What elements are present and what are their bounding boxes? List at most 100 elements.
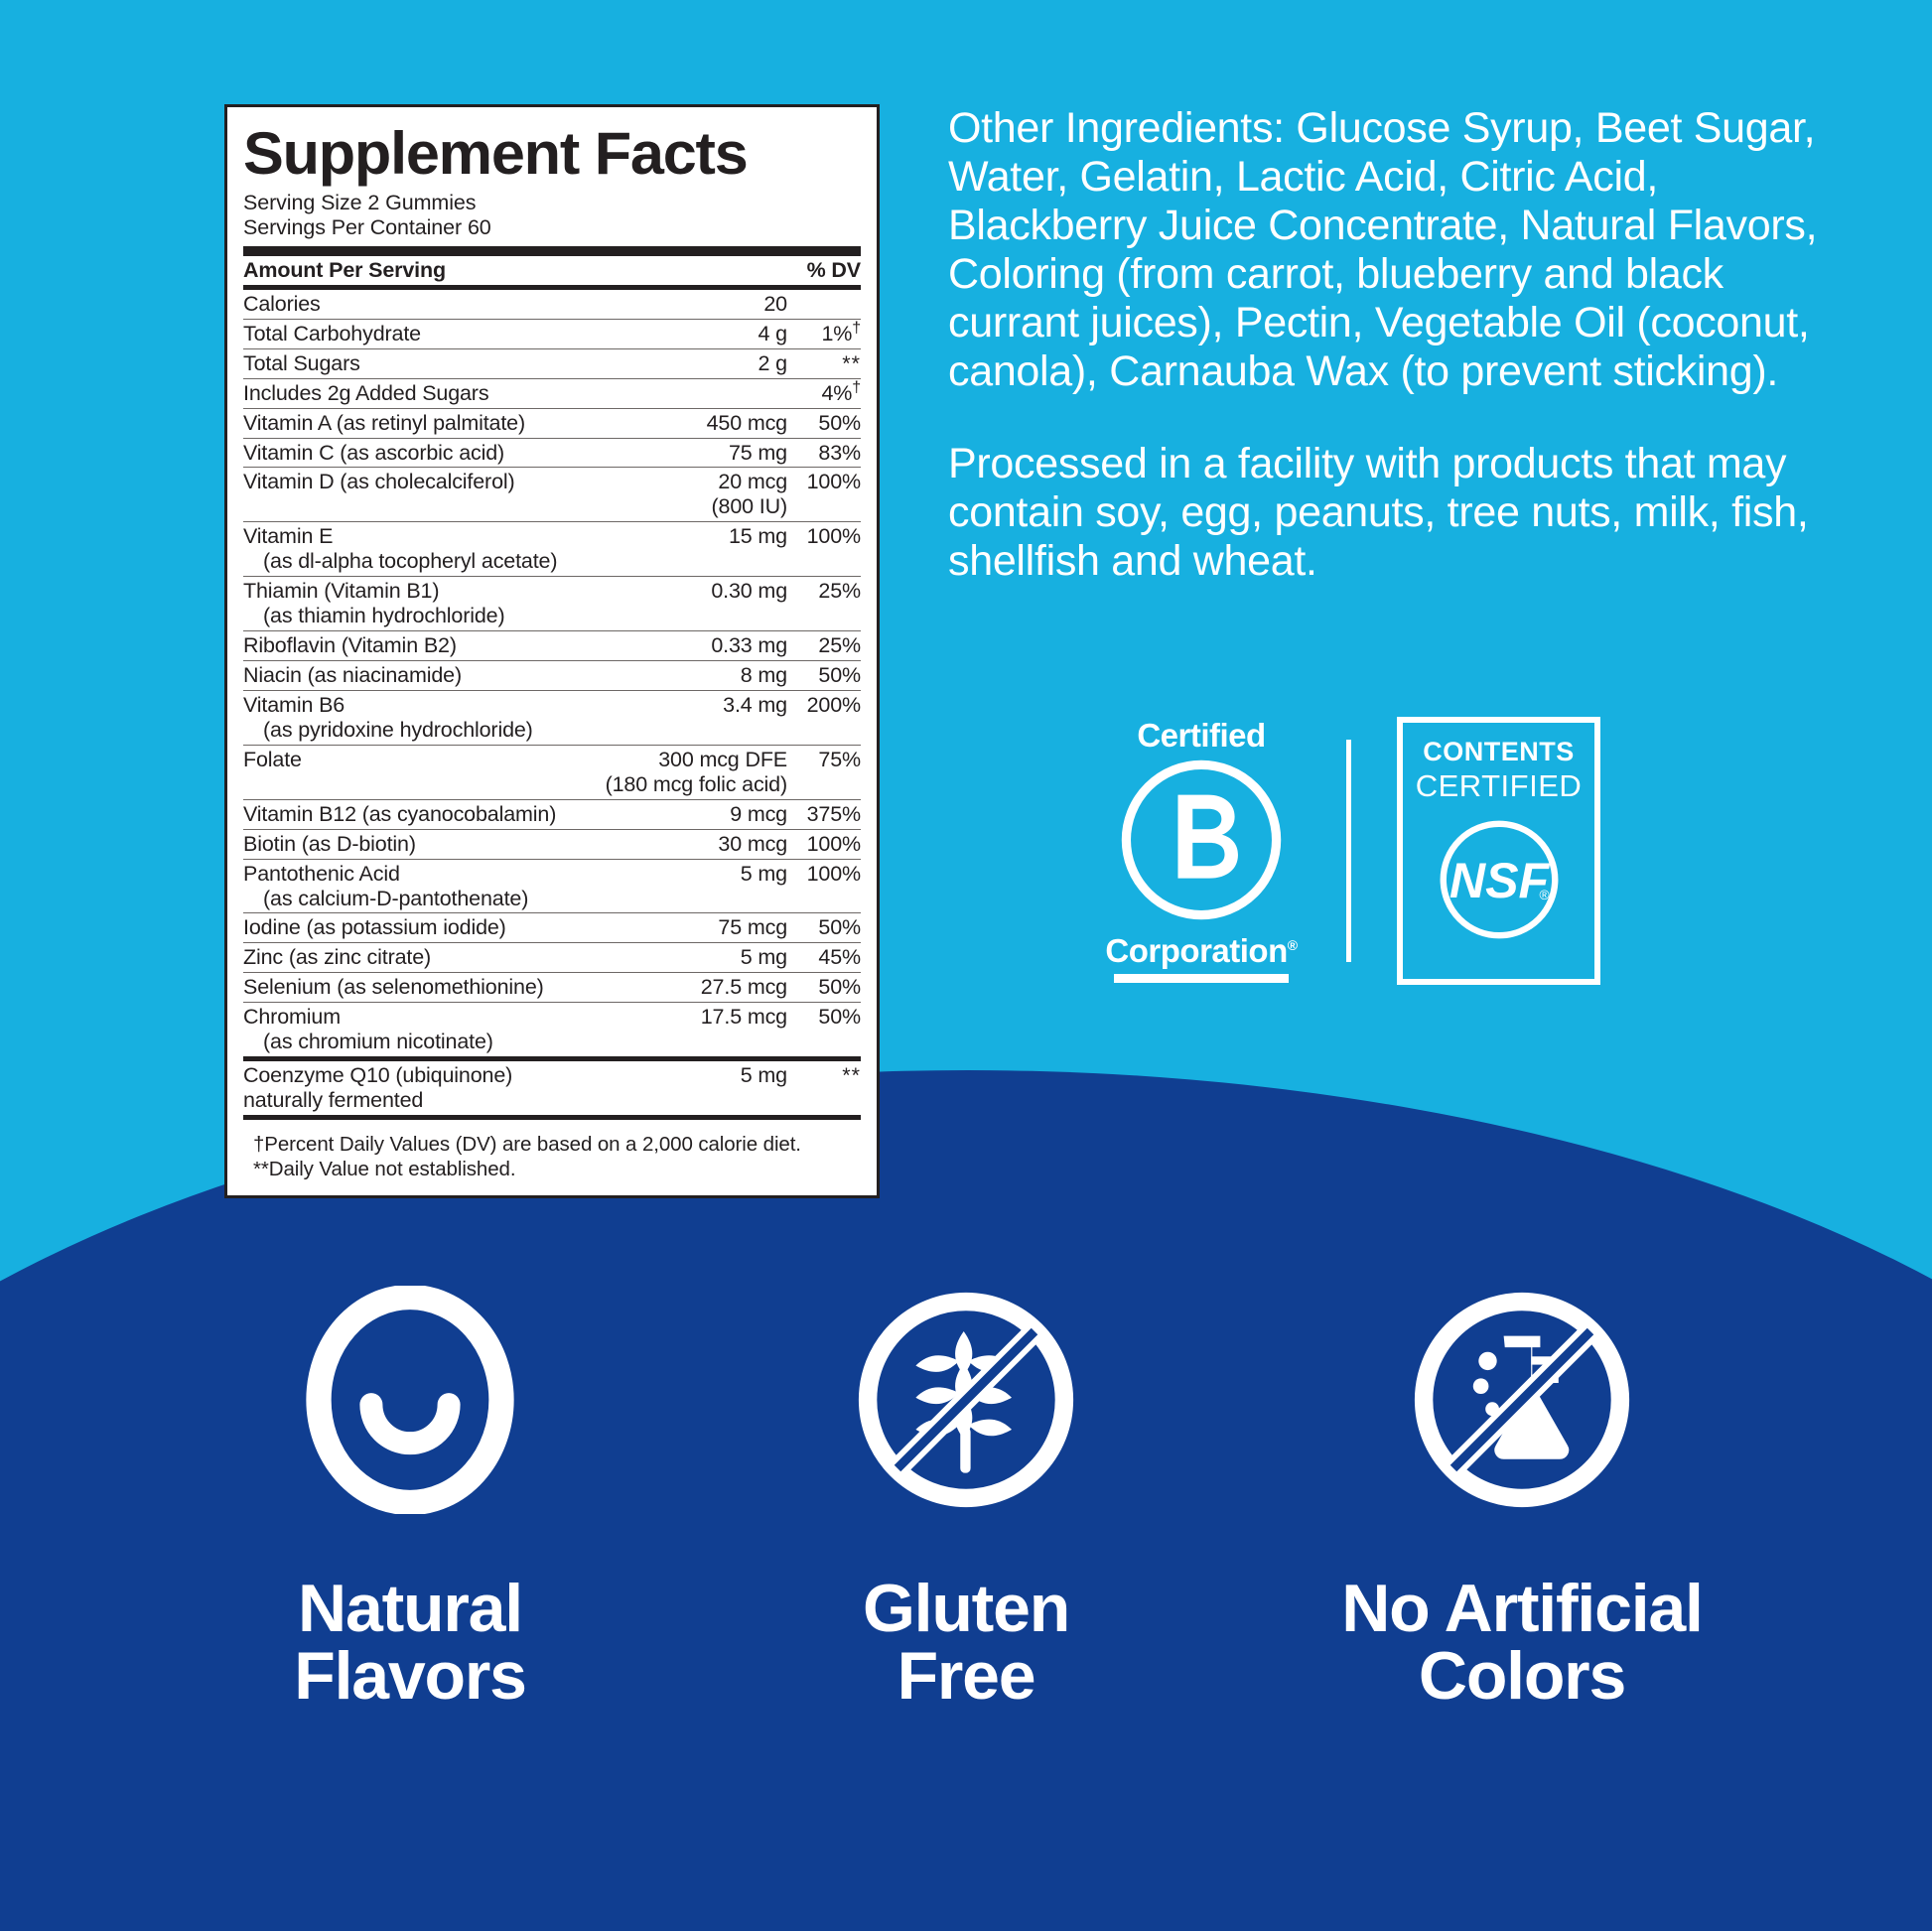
- feature-badges-row: Natural Flavors: [0, 1284, 1932, 1714]
- nutrient-source: (as dl-alpha tocopheryl acetate): [263, 549, 558, 574]
- nutrient-name: Vitamin B12 (as cyanocobalamin): [243, 799, 606, 830]
- nutrient-amount: 0.33 mg: [605, 630, 787, 661]
- nutrient-daily-value: [787, 289, 861, 320]
- nutrient-name: Niacin (as niacinamide): [243, 660, 606, 691]
- divider-below-other-block: [243, 1115, 861, 1120]
- footnote-2: **Daily Value not established.: [253, 1158, 516, 1180]
- nutrient-name: Coenzyme Q10 (ubiquinone) naturally ferme…: [243, 1063, 513, 1113]
- nutrient-source: (as chromium nicotinate): [263, 1030, 493, 1054]
- table-row: Vitamin B6 (as pyridoxine hydrochloride) 3…: [243, 690, 861, 746]
- nutrient-amount: 2 g: [605, 348, 787, 379]
- supplement-facts-table: Amount Per Serving % DV: [243, 256, 861, 285]
- nutrient-name: Zinc (as zinc citrate): [243, 942, 606, 974]
- other-nutrient-rows: Coenzyme Q10 (ubiquinone) naturally ferme…: [243, 1061, 861, 1115]
- nsf-contents-label: CONTENTS: [1423, 737, 1575, 766]
- servings-per-container: Servings Per Container 60: [243, 214, 491, 239]
- badge-divider: [1346, 740, 1351, 962]
- nutrient-amount: 30 mcg: [605, 829, 787, 860]
- nsf-certified-label: CERTIFIED: [1415, 768, 1583, 803]
- feature-no-artificial-colors: No Artificial Colors: [1323, 1286, 1721, 1710]
- nutrient-name: Vitamin C (as ascorbic acid): [243, 438, 606, 469]
- nutrient-daily-value: 50%: [787, 660, 861, 691]
- nutrient-amount: [605, 378, 787, 409]
- certification-badges: Certified Corporation® CONTENTS CERTIFIE…: [1102, 717, 1600, 985]
- table-row: Total Sugars 2 g **: [243, 348, 861, 379]
- nutrient-name: Calories: [243, 289, 606, 320]
- nutrient-daily-value: 50%: [787, 408, 861, 439]
- nutrient-amount: 5 mg: [740, 1063, 787, 1088]
- header-amount-per-serving: Amount Per Serving: [243, 257, 446, 282]
- nutrient-name: Pantothenic Acid (as calcium-D-pantothena…: [243, 859, 606, 914]
- table-row: Vitamin D (as cholecalciferol) 20 mcg (800…: [243, 467, 861, 523]
- nsf-circle-icon: NSF ®: [1424, 804, 1575, 960]
- nutrient-amount: 20 mcg (800 IU): [605, 467, 787, 523]
- nutrient-daily-value: 1%†: [787, 319, 861, 349]
- nutrient-daily-value: 25%: [787, 576, 861, 632]
- nutrient-amount: 27.5 mcg: [605, 972, 787, 1004]
- table-header-row: Amount Per Serving % DV: [243, 256, 861, 285]
- nutrient-name: Biotin (as D-biotin): [243, 829, 606, 860]
- nutrient-source: (as pyridoxine hydrochloride): [263, 717, 533, 742]
- table-row: Thiamin (Vitamin B1) (as thiamin hydrochl…: [243, 576, 861, 632]
- nutrient-name: Iodine (as potassium iodide): [243, 912, 606, 944]
- table-row: Calories 20: [243, 289, 861, 320]
- footnotes: †Percent Daily Values (DV) are based on …: [243, 1120, 861, 1183]
- table-row: Vitamin E (as dl-alpha tocopheryl acetate…: [243, 521, 861, 578]
- table-row: Pantothenic Acid (as calcium-D-pantothena…: [243, 859, 861, 914]
- nutrient-amount: 8 mg: [605, 660, 787, 691]
- nutrient-name: Vitamin D (as cholecalciferol): [243, 467, 606, 523]
- nutrient-source: (as calcium-D-pantothenate): [263, 886, 529, 910]
- table-row: Total Carbohydrate 4 g 1%†: [243, 319, 861, 349]
- nutrient-name: Folate: [243, 745, 606, 800]
- feature-label: Gluten Free: [862, 1571, 1070, 1714]
- nutrient-name: Thiamin (Vitamin B1) (as thiamin hydrochl…: [243, 576, 606, 632]
- nutrient-amount: 17.5 mcg: [700, 1005, 787, 1030]
- nutrient-amount: 75 mcg: [605, 912, 787, 944]
- nutrient-daily-value: 83%: [787, 438, 861, 469]
- nutrient-amount: 75 mg: [605, 438, 787, 469]
- nutrient-name: Chromium (as chromium nicotinate): [243, 1003, 606, 1056]
- nutrient-amount: 5 mg: [605, 859, 787, 914]
- bcorp-circle-b-icon: [1118, 757, 1285, 928]
- table-row: Selenium (as selenomethionine) 27.5 mcg 50…: [243, 972, 861, 1004]
- svg-text:®: ®: [1539, 888, 1549, 902]
- other-ingredients-paragraph: Other Ingredients: Glucose Syrup, Beet S…: [948, 104, 1818, 396]
- nutrient-name: Selenium (as selenomethionine): [243, 972, 606, 1004]
- table-row: Coenzyme Q10 (ubiquinone) naturally ferme…: [243, 1061, 861, 1115]
- nutrient-amount: 4 g: [605, 319, 787, 349]
- table-row: Vitamin C (as ascorbic acid) 75 mg 83%: [243, 438, 861, 469]
- table-row: Chromium (as chromium nicotinate) 17.5 mcg…: [243, 1003, 861, 1056]
- table-row: Vitamin A (as retinyl palmitate) 450 mcg 5…: [243, 408, 861, 439]
- header-percent-dv: % DV: [806, 257, 862, 282]
- nutrient-daily-value: 50%: [787, 972, 861, 1004]
- nutrient-amount: 5 mg: [605, 942, 787, 974]
- right-text-column: Other Ingredients: Glucose Syrup, Beet S…: [948, 104, 1822, 586]
- nutrient-daily-value: 4%†: [787, 378, 861, 409]
- nutrient-daily-value: 50%: [787, 912, 861, 944]
- nutrient-daily-value: **: [787, 348, 861, 379]
- table-row: Vitamin B12 (as cyanocobalamin) 9 mcg 375%: [243, 799, 861, 830]
- feature-natural-flavors: Natural Flavors: [211, 1284, 609, 1714]
- serving-size: Serving Size 2 Gummies: [243, 190, 477, 214]
- nutrient-daily-value: 100%: [787, 521, 861, 578]
- feature-label: Natural Flavors: [294, 1571, 527, 1714]
- allergen-statement-paragraph: Processed in a facility with products th…: [948, 440, 1809, 586]
- nutrient-daily-value: 45%: [787, 942, 861, 974]
- nutrient-name: Vitamin A (as retinyl palmitate): [243, 408, 606, 439]
- nutrient-amount: 300 mcg DFE (180 mcg folic acid): [605, 745, 787, 800]
- nutrient-amount: 15 mg: [605, 521, 787, 578]
- nutrient-daily-value: 75%: [787, 745, 861, 800]
- divider-thick-top: [243, 245, 861, 256]
- page-title: Supplement Facts: [243, 120, 749, 187]
- nutrient-daily-value: 100%: [787, 859, 861, 914]
- bcorp-underline: [1114, 974, 1289, 983]
- table-row: Riboflavin (Vitamin B2) 0.33 mg 25%: [243, 630, 861, 661]
- nutrient-name: Total Carbohydrate: [243, 319, 606, 349]
- svg-text:NSF: NSF: [1449, 853, 1550, 908]
- bcorp-badge: Certified Corporation®: [1102, 719, 1301, 983]
- nutrient-amount: 450 mcg: [605, 408, 787, 439]
- nutrient-daily-value: 100%: [787, 467, 861, 523]
- nutrient-amount: 0.30 mg: [605, 576, 787, 632]
- no-wheat-icon: [852, 1286, 1080, 1519]
- nutrient-name: Riboflavin (Vitamin B2): [243, 630, 606, 661]
